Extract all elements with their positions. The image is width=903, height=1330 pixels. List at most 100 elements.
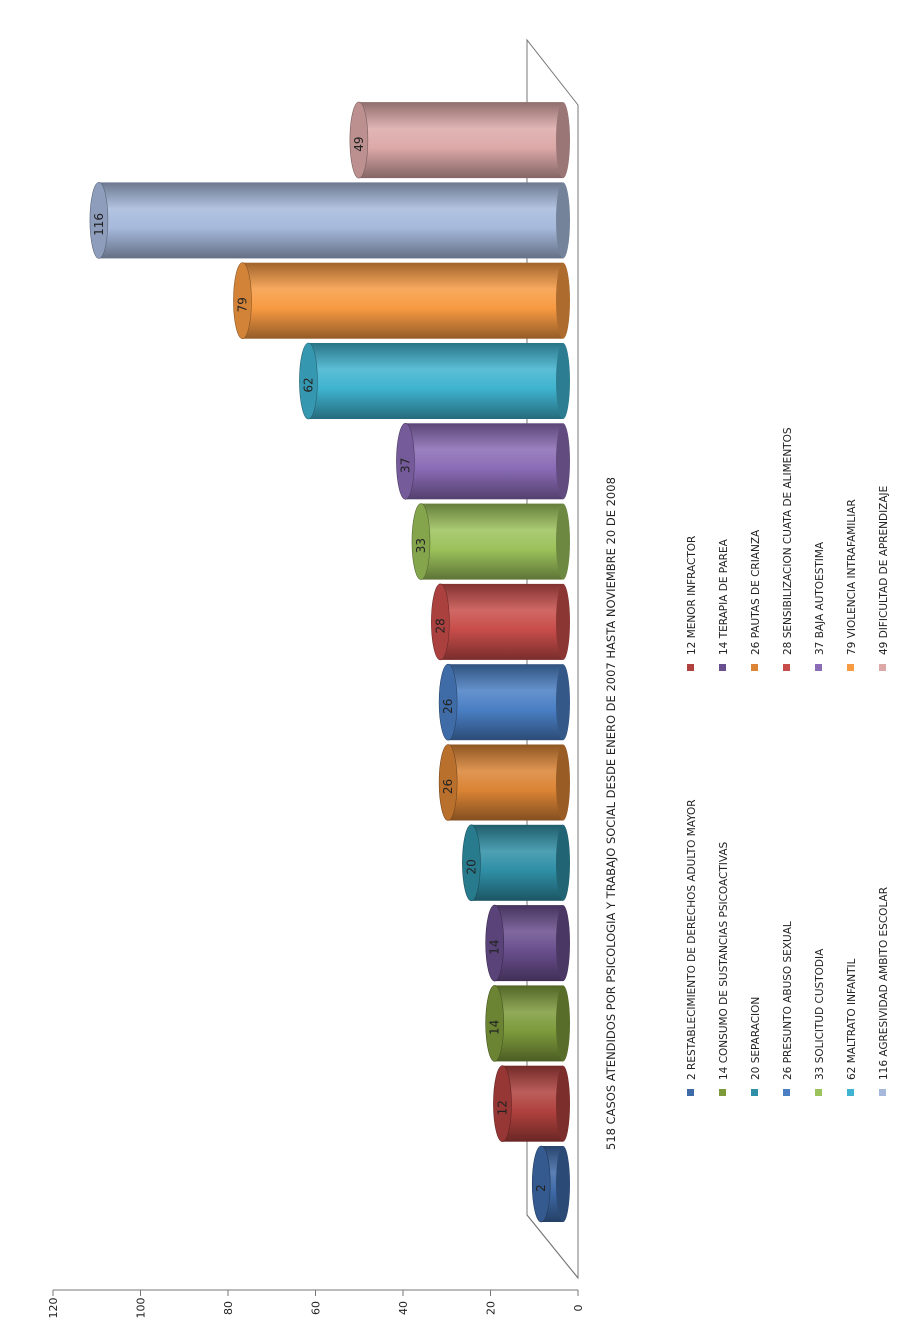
value-tick-label: 40 bbox=[397, 1301, 410, 1315]
bar-cap bbox=[485, 904, 504, 982]
bar-body bbox=[471, 824, 563, 901]
legend-label: 26 PRESUNTO ABUSO SEXUAL bbox=[782, 921, 794, 1080]
bar-base bbox=[556, 503, 570, 580]
bar-cap bbox=[485, 985, 504, 1062]
legend-swatch bbox=[879, 1089, 886, 1096]
value-tick-label: 100 bbox=[135, 1298, 148, 1319]
legend-label: 14 TERAPIA DE PAREA bbox=[718, 538, 730, 655]
legend-label: 12 MENOR INFRACTOR bbox=[686, 536, 698, 655]
legend-swatch bbox=[687, 1089, 694, 1096]
bar-body bbox=[358, 102, 563, 179]
legend-swatch bbox=[751, 1089, 758, 1096]
legend-label: 2 RESTABLECIMIENTO DE DERECHOS ADULTO MA… bbox=[686, 799, 698, 1080]
bar: 26 bbox=[438, 744, 570, 821]
chart-legend: 2 RESTABLECIMIENTO DE DERECHOS ADULTO MA… bbox=[686, 427, 890, 1096]
legend-swatch bbox=[815, 664, 822, 671]
bar-body bbox=[448, 744, 563, 821]
data-label: 14 bbox=[488, 1020, 502, 1035]
bar-base bbox=[556, 262, 570, 339]
legend-swatch bbox=[783, 1089, 790, 1096]
legend-swatch bbox=[687, 664, 694, 671]
bar: 12 bbox=[493, 1065, 570, 1142]
bar-body bbox=[420, 503, 563, 580]
bar-base bbox=[556, 583, 570, 660]
data-label: 14 bbox=[488, 939, 502, 954]
legend-item: 28 SENSIBILIZACION CUATA DE ALIMENTOS bbox=[782, 427, 794, 671]
bar-base bbox=[556, 744, 570, 821]
bar: 116 bbox=[89, 182, 570, 259]
bar-base bbox=[556, 182, 570, 259]
bar-body bbox=[494, 985, 563, 1062]
data-label: 49 bbox=[352, 136, 366, 151]
legend-item: 49 DIFICULTAD DE APRENDIZAJE bbox=[878, 486, 890, 671]
bar: 14 bbox=[485, 985, 570, 1062]
bar-cap bbox=[493, 1065, 512, 1142]
bar-body bbox=[494, 905, 563, 982]
data-label: 2 bbox=[534, 1184, 548, 1192]
bar: 20 bbox=[462, 824, 570, 902]
legend-swatch bbox=[719, 664, 726, 671]
data-label: 62 bbox=[301, 377, 315, 392]
bar-cap bbox=[531, 1145, 551, 1223]
bar-cap bbox=[299, 342, 318, 420]
bar: 79 bbox=[233, 262, 570, 340]
legend-label: 37 BAJA AUTOESTIMA bbox=[814, 541, 826, 655]
bar-body bbox=[98, 182, 564, 259]
bar-series: 2 12 14 14 20 26 26 28 33 37 62 79 116 49 bbox=[89, 101, 570, 1223]
bar-cap bbox=[396, 422, 415, 500]
data-label: 20 bbox=[464, 859, 478, 874]
legend-item: 14 CONSUMO DE SUSTANCIAS PSICOACTIVAS bbox=[718, 841, 730, 1096]
data-label: 26 bbox=[441, 779, 455, 794]
plot-floor-edge bbox=[526, 1214, 579, 1279]
legend-item: 26 PRESUNTO ABUSO SEXUAL bbox=[782, 921, 794, 1096]
legend-swatch bbox=[783, 664, 790, 671]
legend-label: 79 VIOLENCIA INTRAFAMILIAR bbox=[846, 499, 858, 655]
bar-body bbox=[242, 262, 564, 339]
value-tick-label: 120 bbox=[47, 1298, 60, 1319]
legend-label: 28 SENSIBILIZACION CUATA DE ALIMENTOS bbox=[782, 427, 794, 655]
legend-item: 14 TERAPIA DE PAREA bbox=[718, 538, 730, 671]
value-tick-label: 80 bbox=[222, 1301, 235, 1315]
legend-item: 37 BAJA AUTOESTIMA bbox=[814, 541, 826, 671]
bar-base bbox=[556, 1065, 570, 1142]
legend-item: 20 SEPARACION bbox=[750, 997, 762, 1096]
bar-cap bbox=[462, 824, 481, 902]
bar-cap bbox=[411, 503, 431, 580]
legend-item: 79 VIOLENCIA INTRAFAMILIAR bbox=[846, 499, 858, 671]
bar-base bbox=[556, 423, 570, 500]
legend-swatch bbox=[847, 664, 854, 671]
bar-body bbox=[405, 423, 563, 500]
bar: 49 bbox=[349, 101, 570, 179]
legend-swatch bbox=[815, 1089, 822, 1096]
bar-base bbox=[556, 102, 570, 179]
bar-base bbox=[556, 905, 570, 982]
bar-cap bbox=[233, 262, 252, 340]
data-label: 37 bbox=[398, 458, 412, 473]
legend-label: 26 PAUTAS DE CRIANZA bbox=[750, 529, 762, 655]
legend-item: 116 AGRESIVIDAD AMBITO ESCOLAR bbox=[878, 887, 890, 1096]
value-tick-label: 20 bbox=[485, 1301, 498, 1315]
value-tick-label: 60 bbox=[310, 1301, 323, 1315]
value-tick-label: 0 bbox=[572, 1305, 585, 1312]
bar-base bbox=[556, 343, 570, 419]
data-label: 12 bbox=[495, 1100, 509, 1115]
legend-item: 62 MALTRATO INFANTIL bbox=[846, 958, 858, 1096]
bar: 28 bbox=[431, 583, 570, 661]
legend-label: 33 SOLICITUD CUSTODIA bbox=[814, 948, 826, 1080]
bar: 37 bbox=[396, 422, 570, 500]
legend-item: 26 PAUTAS DE CRIANZA bbox=[750, 529, 762, 671]
bar-body bbox=[308, 343, 563, 419]
bar: 14 bbox=[485, 904, 570, 982]
legend-label: 116 AGRESIVIDAD AMBITO ESCOLAR bbox=[878, 887, 890, 1080]
legend-swatch bbox=[751, 664, 758, 671]
bar-cap bbox=[349, 101, 369, 179]
legend-item: 33 SOLICITUD CUSTODIA bbox=[814, 948, 826, 1096]
legend-label: 14 CONSUMO DE SUSTANCIAS PSICOACTIVAS bbox=[718, 841, 730, 1080]
legend-label: 49 DIFICULTAD DE APRENDIZAJE bbox=[878, 486, 890, 655]
legend-swatch bbox=[847, 1089, 854, 1096]
legend-swatch bbox=[879, 664, 886, 671]
bar-body bbox=[440, 583, 563, 660]
legend-label: 20 SEPARACION bbox=[750, 997, 762, 1080]
data-label: 26 bbox=[441, 699, 455, 714]
bar-base bbox=[556, 1146, 570, 1222]
